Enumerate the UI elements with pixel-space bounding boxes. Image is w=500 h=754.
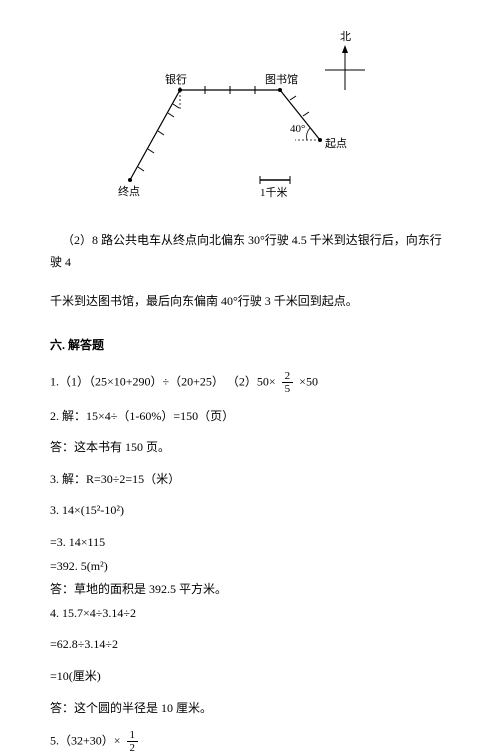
end-label: 终点 [118, 184, 140, 198]
answer-4-line2: =10(厘米) [50, 666, 450, 688]
answer-3-result: 答：草地的面积是 392.5 平方米。 [50, 579, 450, 601]
answer-4-result: 答：这个圆的半径是 10 厘米。 [50, 698, 450, 720]
answer-5-prefix: 5.（32+30）× [50, 733, 121, 747]
answer-3-line2: =3. 14×115 [50, 532, 450, 554]
answer-1-prefix: 1.（1）（25×10+290）÷（20+25） （2）50× [50, 375, 276, 389]
frac-den: 2 [127, 742, 139, 754]
problem-2-line2: 千米到达图书馆，最后向东偏南 40°行驶 3 千米回到起点。 [50, 291, 450, 313]
answer-2: 2. 解：15×4÷（1-60%）=150（页） [50, 406, 450, 428]
frac-den: 5 [282, 383, 294, 395]
route-diagram: 北 [110, 20, 390, 210]
angle-label: 40° [290, 123, 305, 135]
section-title: 六. 解答题 [50, 335, 450, 357]
frac-num: 2 [282, 370, 294, 383]
start-label: 起点 [325, 137, 347, 150]
answer-3-line3: =392. 5(m²) [50, 556, 450, 578]
fraction-2-5: 2 5 [282, 370, 294, 395]
answer-3: 3. 解：R=30÷2=15（米） [50, 469, 450, 491]
answer-4: 4. 15.7×4÷3.14÷2 [50, 603, 450, 625]
answer-4-line1: =62.8÷3.14÷2 [50, 634, 450, 656]
library-label: 图书馆 [265, 72, 298, 86]
fraction-1-2: 1 2 [127, 729, 139, 754]
scale-label: 1千米 [260, 186, 288, 199]
answer-1: 1.（1）（25×10+290）÷（20+25） （2）50× 2 5 ×50 [50, 370, 450, 395]
frac-num: 1 [127, 729, 139, 742]
answer-2-result: 答：这本书有 150 页。 [50, 437, 450, 459]
answer-3-line1: 3. 14×(15²-10²) [50, 500, 450, 522]
problem-2-line1: （2）8 路公共电车从终点向北偏东 30°行驶 4.5 千米到达银行后，向东行驶… [50, 230, 450, 273]
compass-north-label: 北 [340, 30, 351, 43]
bank-label: 银行 [165, 72, 187, 86]
answer-5: 5.（32+30）× 1 2 [50, 729, 450, 754]
answer-1-suffix: ×50 [299, 375, 318, 389]
